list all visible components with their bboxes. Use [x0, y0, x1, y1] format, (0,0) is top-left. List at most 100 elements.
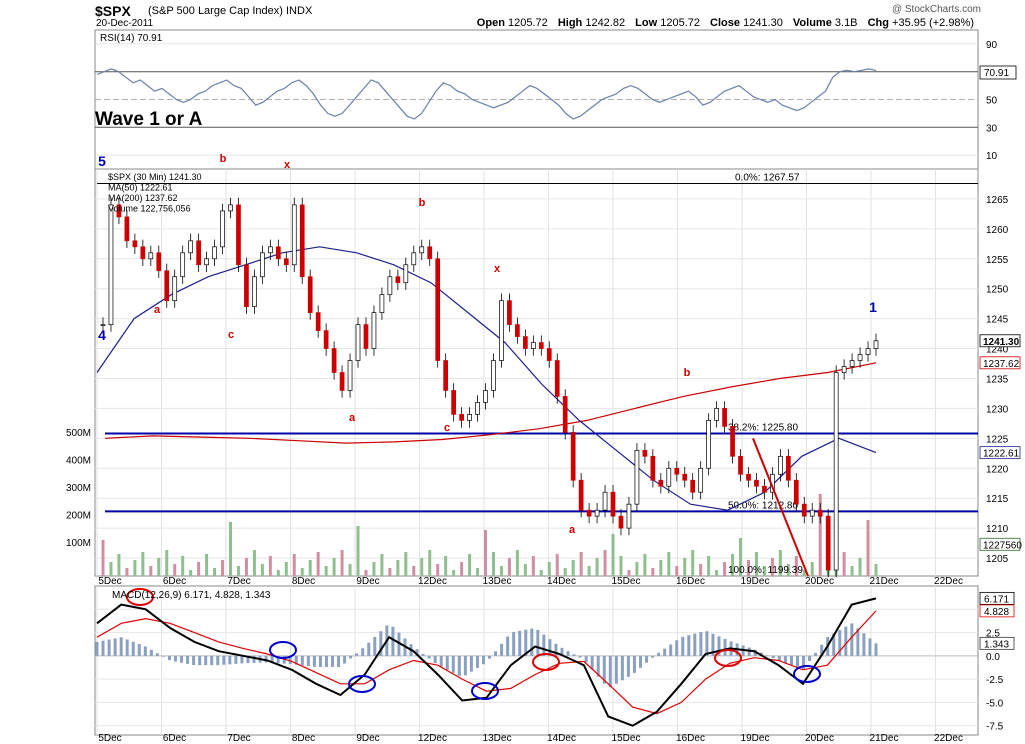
- volume-bar: [468, 554, 472, 576]
- candle-body: [491, 360, 496, 391]
- candle-body: [347, 360, 353, 391]
- candle-body: [172, 276, 178, 302]
- price-tick-label: 1215: [986, 494, 1009, 505]
- price-tick-label: 1245: [986, 315, 1009, 326]
- fib-label: 38.2%: 1225.80: [728, 423, 798, 434]
- macd-histogram-bar: [705, 631, 709, 656]
- candle-body: [156, 252, 162, 272]
- volume-bar: [452, 570, 456, 576]
- volume-bar: [746, 560, 750, 576]
- macd-histogram-bar: [518, 630, 522, 656]
- price-tag-box: [979, 356, 1021, 370]
- macd-histogram-bar: [572, 654, 576, 656]
- price-tick-label: 1235: [986, 374, 1009, 385]
- price-tick-label: 1220: [986, 464, 1009, 475]
- volume-bar: [396, 560, 400, 576]
- volume-bar: [539, 570, 543, 576]
- volume-tick-label: 300M: [66, 483, 91, 494]
- candle-body: [443, 360, 449, 391]
- ma200-line: [104, 362, 877, 444]
- price-tick-label: 1225: [986, 434, 1009, 445]
- candle-body: [857, 354, 863, 361]
- volume-tick-label: 200M: [66, 511, 91, 522]
- x-axis-label: 6Dec: [163, 576, 186, 587]
- macd-histogram-bar: [638, 655, 642, 668]
- volume-bar: [428, 550, 432, 576]
- macd-histogram-bar: [856, 628, 860, 656]
- volume-bar: [802, 570, 806, 576]
- candle-body: [204, 258, 209, 266]
- volume-bar: [356, 526, 360, 576]
- volume-bar: [109, 562, 113, 576]
- candle-body: [108, 204, 114, 325]
- candle-body: [100, 324, 106, 326]
- macd-histogram-bar: [306, 655, 310, 667]
- volume-bar: [675, 566, 679, 576]
- candle-body: [268, 246, 273, 254]
- price-tick-label: 1210: [986, 524, 1009, 535]
- macd-histogram-bar: [463, 655, 467, 676]
- macd-histogram-bar: [180, 655, 184, 663]
- volume-bar: [603, 550, 607, 576]
- change-value: +35.95 (+2.98%): [892, 17, 974, 29]
- copyright[interactable]: @ StockCharts.com: [891, 4, 981, 15]
- volume-bar: [213, 568, 217, 576]
- macd-histogram-bar: [494, 651, 498, 656]
- wave-label: c: [444, 422, 450, 434]
- x-axis-label: 22Dec: [934, 733, 963, 744]
- price-tick-label: 1205: [986, 554, 1009, 565]
- volume-bar: [181, 556, 185, 576]
- macd-histogram-bar: [868, 638, 872, 656]
- candle-body: [658, 479, 664, 487]
- macd-histogram-bar: [874, 643, 878, 656]
- candle-body: [602, 491, 608, 511]
- x-axis-label: 7Dec: [227, 733, 250, 744]
- volume-bar: [404, 552, 408, 576]
- volume-bar: [619, 556, 623, 576]
- macd-histogram-bar: [795, 655, 799, 668]
- candle-body: [618, 515, 624, 529]
- volume-bar: [739, 538, 743, 576]
- macd-histogram-bar: [222, 655, 226, 665]
- macd-histogram-bar: [711, 633, 715, 656]
- macd-histogram-bar: [300, 655, 304, 666]
- candle-body: [570, 432, 576, 481]
- macd-tag-box: [979, 604, 1015, 618]
- macd-value-tags: 6.171 4.828 1.343: [979, 591, 1015, 650]
- volume-bar: [316, 552, 320, 576]
- macd-histogram-bar: [391, 626, 395, 656]
- volume-label: Volume: [792, 17, 832, 29]
- macd-histogram-bar: [282, 655, 286, 664]
- macd-histogram-bar: [651, 655, 655, 658]
- volume-tick-label: 400M: [66, 456, 91, 467]
- x-axis-label: 9Dec: [356, 576, 379, 587]
- candle-body: [140, 246, 146, 260]
- macd-panel: 5.02.50.0-2.5-5.0-7.5 MACD(12,26,9) 6.17…: [94, 585, 1015, 744]
- volume-bar: [388, 568, 392, 576]
- macd-histogram-bar: [324, 655, 328, 668]
- volume-bar: [818, 494, 822, 576]
- open-label: Open: [476, 17, 505, 29]
- volume-bar: [715, 570, 719, 576]
- macd-histogram-bar: [439, 655, 443, 667]
- volume-bar: [332, 558, 336, 576]
- macd-histogram-bar: [862, 633, 866, 656]
- rsi-tick-label: 50: [986, 96, 998, 107]
- candle-body: [387, 276, 393, 296]
- price-tag-box: [979, 537, 1021, 551]
- macd-histogram-bar: [451, 655, 455, 673]
- macd-histogram-bar: [343, 655, 347, 664]
- candle-body: [467, 414, 472, 421]
- volume-bar: [133, 560, 137, 576]
- x-axis-label: 16Dec: [676, 733, 705, 744]
- macd-histogram-bar: [614, 655, 618, 684]
- x-axis-label: 5Dec: [98, 576, 121, 587]
- rsi-last-value-box: [979, 65, 1017, 80]
- macd-tick-label: -2.5: [986, 675, 1004, 686]
- macd-histogram-bar: [288, 655, 292, 665]
- volume-bar: [420, 558, 424, 576]
- macd-histogram-bar: [143, 646, 147, 656]
- volume-bar: [324, 566, 328, 576]
- macd-histogram-bar: [318, 655, 322, 668]
